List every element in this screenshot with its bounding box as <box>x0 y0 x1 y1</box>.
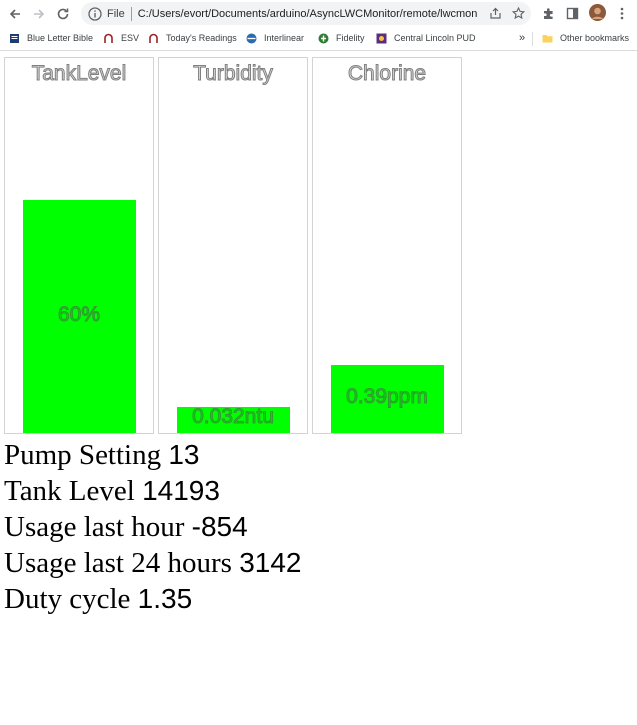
info-icon[interactable] <box>87 6 103 22</box>
gauge-value: 0.032ntu <box>192 405 275 429</box>
bookmarks-bar: Blue Letter Bible ESV Today's Readings I… <box>0 27 637 51</box>
gauge-bar <box>331 365 444 433</box>
gauge-value: 0.39ppm <box>346 385 429 409</box>
fidelity-icon <box>318 33 329 43</box>
bookmark-blue-letter-bible[interactable]: Blue Letter Bible <box>9 30 93 46</box>
side-panel-icon[interactable] <box>565 6 579 20</box>
file-chip: File <box>107 7 125 20</box>
stat-label: Usage last 24 hours <box>4 547 240 579</box>
bookmark-label: Other bookmarks <box>560 33 630 43</box>
stat-value: 13 <box>168 439 200 470</box>
bookmark-fidelity[interactable]: Fidelity <box>318 30 365 46</box>
gauge-title: TankLevel <box>31 62 127 86</box>
profile-avatar-icon[interactable] <box>589 4 606 21</box>
gauge-chlorine: Chlorine 0.39ppm <box>312 57 462 434</box>
bookmark-label: Central Lincoln PUD <box>394 33 476 43</box>
forward-icon[interactable] <box>29 4 49 24</box>
omnibox-divider <box>130 6 132 21</box>
bookmark-label: Today's Readings <box>166 33 237 43</box>
stat-tank-level: Tank Level 14193 <box>4 473 301 509</box>
gauge-bar <box>177 407 290 433</box>
stat-value: 14193 <box>142 475 220 506</box>
pud-icon <box>376 33 387 43</box>
back-icon[interactable] <box>5 4 25 24</box>
stats-list: Pump Setting 13 Tank Level 14193 Usage l… <box>4 437 301 617</box>
bookmark-label: Interlinear <box>264 33 305 43</box>
gauge-turbidity: Turbidity 0.032ntu <box>158 57 308 434</box>
bookmark-label: Blue Letter Bible <box>27 33 94 43</box>
more-bookmarks-chevron-icon: » <box>519 32 526 44</box>
bible-icon <box>10 33 19 43</box>
stat-value: 3142 <box>239 547 302 578</box>
url-text[interactable]: C:/Users/evort/Documents/arduino/AsyncLW… <box>137 7 478 20</box>
browser-toolbar: File C:/Users/evort/Documents/arduino/As… <box>0 0 637 27</box>
bookmark-label: ESV <box>121 33 140 43</box>
stat-usage-last-hour: Usage last hour -854 <box>4 509 301 545</box>
bookmark-interlinear[interactable]: Interlinear <box>246 30 304 46</box>
bookmark-todays-readings[interactable]: Today's Readings <box>148 30 237 46</box>
gauge-tank-level: TankLevel 60% <box>4 57 154 434</box>
stat-label: Pump Setting <box>4 439 169 471</box>
stat-value: -854 <box>191 511 248 542</box>
bookmark-label: Fidelity <box>336 33 365 43</box>
kebab-menu-icon[interactable] <box>615 6 629 20</box>
gauge-title: Turbidity <box>193 62 274 86</box>
stat-value: 1.35 <box>137 583 193 614</box>
bookmark-central-lincoln-pud[interactable]: Central Lincoln PUD <box>376 30 476 46</box>
reload-icon[interactable] <box>53 4 73 24</box>
gauge-value: 60% <box>57 302 101 326</box>
bookmark-star-icon[interactable] <box>511 6 525 20</box>
stat-label: Duty cycle <box>4 583 138 615</box>
other-bookmarks-folder[interactable]: Other bookmarks <box>542 30 629 46</box>
address-bar[interactable]: File C:/Users/evort/Documents/arduino/As… <box>81 2 531 25</box>
stat-usage-last-24-hours: Usage last 24 hours 3142 <box>4 545 301 581</box>
stat-label: Tank Level <box>4 475 143 507</box>
stat-pump-setting: Pump Setting 13 <box>4 437 301 473</box>
esv-icon <box>104 33 113 43</box>
gauge-title: Chlorine <box>347 62 427 86</box>
stat-label: Usage last hour <box>4 511 192 543</box>
bookmark-esv[interactable]: ESV <box>103 30 139 46</box>
share-icon[interactable] <box>488 6 502 20</box>
folder-icon <box>542 34 553 42</box>
stat-duty-cycle: Duty cycle 1.35 <box>4 581 301 617</box>
gauge-bar <box>23 200 136 433</box>
more-bookmarks-button[interactable]: » <box>519 30 525 46</box>
interlinear-icon <box>246 33 257 43</box>
bookmarks-divider <box>532 32 533 46</box>
readings-icon <box>149 33 158 43</box>
extensions-icon[interactable] <box>541 6 555 20</box>
